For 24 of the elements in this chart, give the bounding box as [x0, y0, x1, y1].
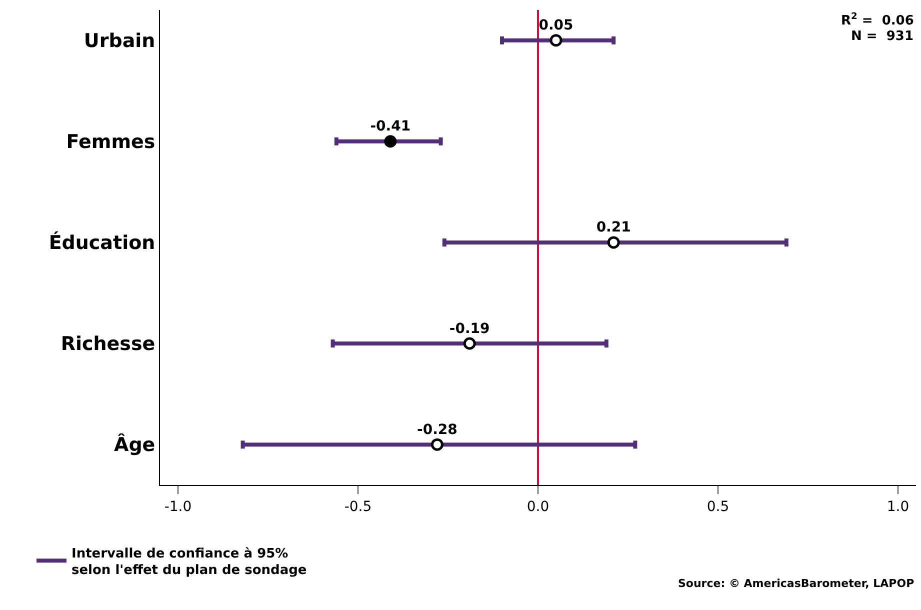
y-tick-label: Richesse [60, 333, 156, 356]
data-label: 0.21 [596, 220, 631, 236]
point [384, 135, 397, 148]
y-tick-label: Urbain [84, 30, 156, 52]
y-tick-label: Âge [114, 433, 156, 456]
y-tick-label: Femmes [66, 131, 156, 154]
data-label: -0.28 [417, 422, 458, 438]
x-tick-label: -0.5 [344, 498, 372, 515]
y-tick-label: Éducation [48, 231, 156, 254]
point [463, 337, 476, 350]
point [550, 34, 562, 47]
x-tick-label: 0.5 [706, 498, 730, 515]
point [607, 236, 620, 249]
data-label: -0.19 [449, 320, 490, 337]
source-note: Source: © AmericasBarometer, LAPOP [678, 577, 914, 590]
text: Intervalle de confiance à 95% selon l'effet du plan de sondage [71, 546, 307, 578]
x-tick-label: 0.0 [526, 498, 550, 515]
point [430, 438, 444, 451]
x-tick-label: -1.0 [164, 498, 192, 515]
annotation: N = 931 [851, 29, 914, 44]
annotation: R$^{2}$ = 0.06 [841, 12, 914, 28]
data-label: -0.41 [370, 118, 411, 135]
data-label: 0.05 [538, 18, 574, 34]
x-tick-label: 1.0 [886, 498, 910, 515]
